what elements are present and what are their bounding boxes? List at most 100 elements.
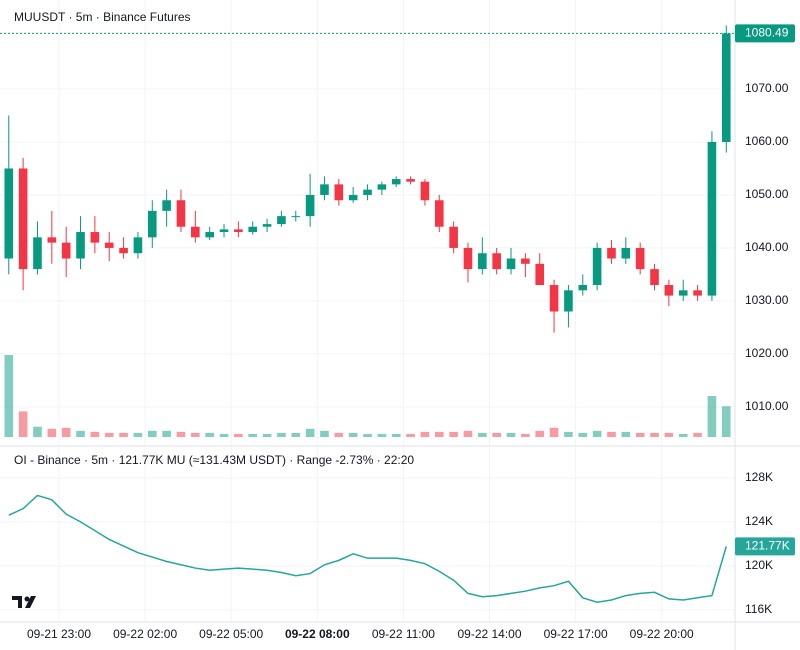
logo [12, 596, 36, 608]
candle-body [348, 194, 358, 201]
candle-body [162, 200, 171, 211]
candle-body [607, 247, 616, 259]
volume-bar [420, 431, 430, 437]
volume-bar [664, 432, 674, 437]
candle-body [47, 237, 57, 243]
candle-body [478, 253, 487, 270]
volume-bar [219, 433, 229, 437]
volume-bar [76, 430, 85, 437]
volume-bar [707, 396, 717, 437]
y-tick-label: 116K [745, 602, 772, 616]
candle-body [133, 237, 143, 254]
volume-bar [61, 427, 71, 437]
volume-bar [721, 406, 731, 437]
candle-body [104, 242, 114, 248]
volume-bar [176, 431, 186, 437]
volume-bar [492, 432, 501, 437]
volume-bar [205, 432, 214, 437]
x-tick-label: 09-21 23:00 [27, 627, 91, 641]
volume-bar [564, 431, 573, 437]
grid [0, 0, 735, 622]
candle-body [406, 179, 415, 182]
volume-bar [104, 432, 114, 437]
x-tick-label: 09-22 02:00 [113, 627, 177, 641]
candle-body [277, 216, 286, 225]
y-tick-label: 1060.00 [745, 134, 789, 148]
volume-bar [650, 432, 659, 437]
candle-body [320, 184, 329, 195]
last-price-label: 1080.49 [745, 26, 789, 40]
candle-body [693, 290, 702, 296]
y-tick-label: 1070.00 [745, 81, 789, 95]
volume-bar [693, 432, 702, 437]
volume-bar [391, 433, 401, 437]
volume-bar [90, 431, 100, 437]
candle-body [147, 210, 157, 238]
oi-pane-title: OI - Binance · 5m · 121.77K MU (≈131.43M… [14, 453, 414, 467]
y-tick-label: 124K [745, 514, 773, 528]
volume-bar [33, 426, 42, 437]
x-tick-label: 09-22 20:00 [630, 627, 694, 641]
volume-bar [348, 432, 358, 437]
last-value-badge [735, 537, 795, 556]
volume-bar [449, 431, 458, 437]
candle-body [721, 33, 731, 142]
y-tick-label: 1040.00 [745, 240, 789, 254]
candle-body [549, 285, 559, 312]
candle-body [377, 184, 387, 190]
volume-bar [4, 355, 14, 437]
candle-body [492, 253, 501, 270]
last-value-label: 121.77K [745, 539, 790, 553]
candle-body [420, 181, 430, 201]
volume-bar [248, 433, 258, 437]
candle-body [391, 179, 401, 185]
volume-bar [191, 432, 200, 437]
volume-bar [119, 432, 128, 437]
candle-body [434, 200, 444, 227]
candle-body [18, 168, 28, 270]
candle-body [291, 216, 301, 218]
candle-body [463, 247, 473, 270]
candle-body [61, 242, 71, 259]
price-pane-title: MUUSDT · 5m · Binance Futures [14, 10, 191, 24]
oi-line [8, 494, 727, 603]
x-tick-label: 09-22 11:00 [372, 627, 435, 641]
candle-body [521, 258, 530, 264]
volume-bar [262, 433, 272, 437]
volume-bar [320, 430, 329, 437]
volume-bar [578, 432, 588, 437]
candle-body [707, 141, 717, 296]
candle-body [650, 269, 659, 286]
candle-body [248, 226, 258, 233]
candle-body [205, 232, 214, 238]
candle-body [578, 285, 588, 291]
volume-bar [478, 432, 487, 437]
volume-bar [291, 432, 301, 437]
candle-body [635, 247, 645, 270]
volume-bar [535, 430, 545, 437]
candle-body [4, 168, 14, 259]
x-tick-label: 09-22 14:00 [457, 627, 521, 641]
volume-bar [635, 432, 645, 437]
candle-body [363, 189, 372, 195]
volume-bar [133, 432, 143, 437]
volume-bar [506, 432, 516, 437]
volume-bar [621, 431, 631, 437]
volume-bar [406, 433, 415, 437]
candle-body [621, 247, 631, 259]
candle-body [664, 285, 674, 296]
volume-bar [678, 433, 688, 437]
marks [0, 25, 735, 603]
x-tick-label: 09-22 08:00 [285, 627, 350, 641]
volume-bar [363, 433, 372, 437]
candle-body [90, 232, 100, 243]
candle-body [449, 226, 458, 248]
y-tick-label: 1020.00 [745, 346, 789, 360]
y-tick-label: 120K [745, 558, 773, 572]
volume-bar [592, 430, 602, 437]
volume-bar [162, 430, 171, 437]
last-price-badge [735, 24, 795, 43]
candle-body [262, 224, 272, 227]
